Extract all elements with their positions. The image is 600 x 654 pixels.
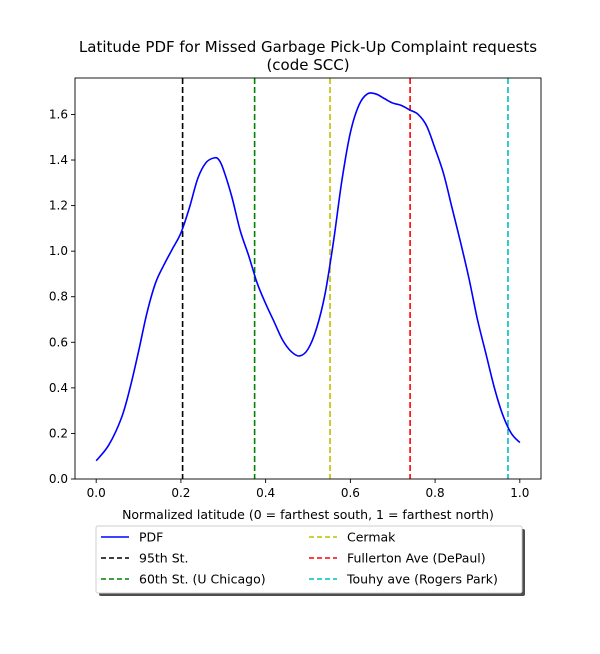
y-tick-label: 1.6 [49,107,68,121]
chart-title-line1: Latitude PDF for Missed Garbage Pick-Up … [79,38,537,56]
plot-frame [74,77,542,480]
series-line-0 [95,92,521,462]
series-layer [95,92,521,462]
legend-label: PDF [139,530,163,545]
legend-label: Cermak [347,530,396,545]
x-tick-label: 0.6 [341,486,360,500]
x-tick-label: 0.2 [171,486,190,500]
x-tick-label: 0.4 [256,486,275,500]
x-tick-label: 1.0 [510,486,529,500]
y-tick-label: 1.2 [49,199,68,213]
y-axis-ticks: 0.0 0.2 0.4 0.6 0.8 1.0 1.2 1.4 1.6 [49,107,75,486]
legend-label: Touhy ave (Rogers Park) [346,572,498,587]
legend-label: 95th St. [139,551,189,566]
x-axis-label: Normalized latitude (0 = farthest south,… [122,507,494,522]
x-axis-ticks: 0.0 0.2 0.4 0.6 0.8 1.0 [87,479,529,500]
y-tick-label: 1.4 [49,153,68,167]
legend-box [95,525,523,594]
chart-title-line2: (code SCC) [266,56,349,74]
legend-label: 60th St. (U Chicago) [139,572,266,587]
y-tick-label: 0.6 [49,335,68,349]
y-tick-label: 1.0 [49,244,68,258]
legend-entries: PDF 95th St. 60th St. (U Chicago) Cermak Ful… [101,530,498,587]
legend: PDF 95th St. 60th St. (U Chicago) Cermak Ful… [95,525,525,596]
y-tick-label: 0.0 [49,472,68,486]
x-tick-label: 0.8 [426,486,445,500]
y-tick-label: 0.2 [49,426,68,440]
legend-label: Fullerton Ave (DePaul) [347,551,486,566]
x-tick-label: 0.0 [87,486,106,500]
y-tick-label: 0.8 [49,290,68,304]
reference-lines [181,78,509,479]
y-tick-label: 0.4 [49,381,68,395]
